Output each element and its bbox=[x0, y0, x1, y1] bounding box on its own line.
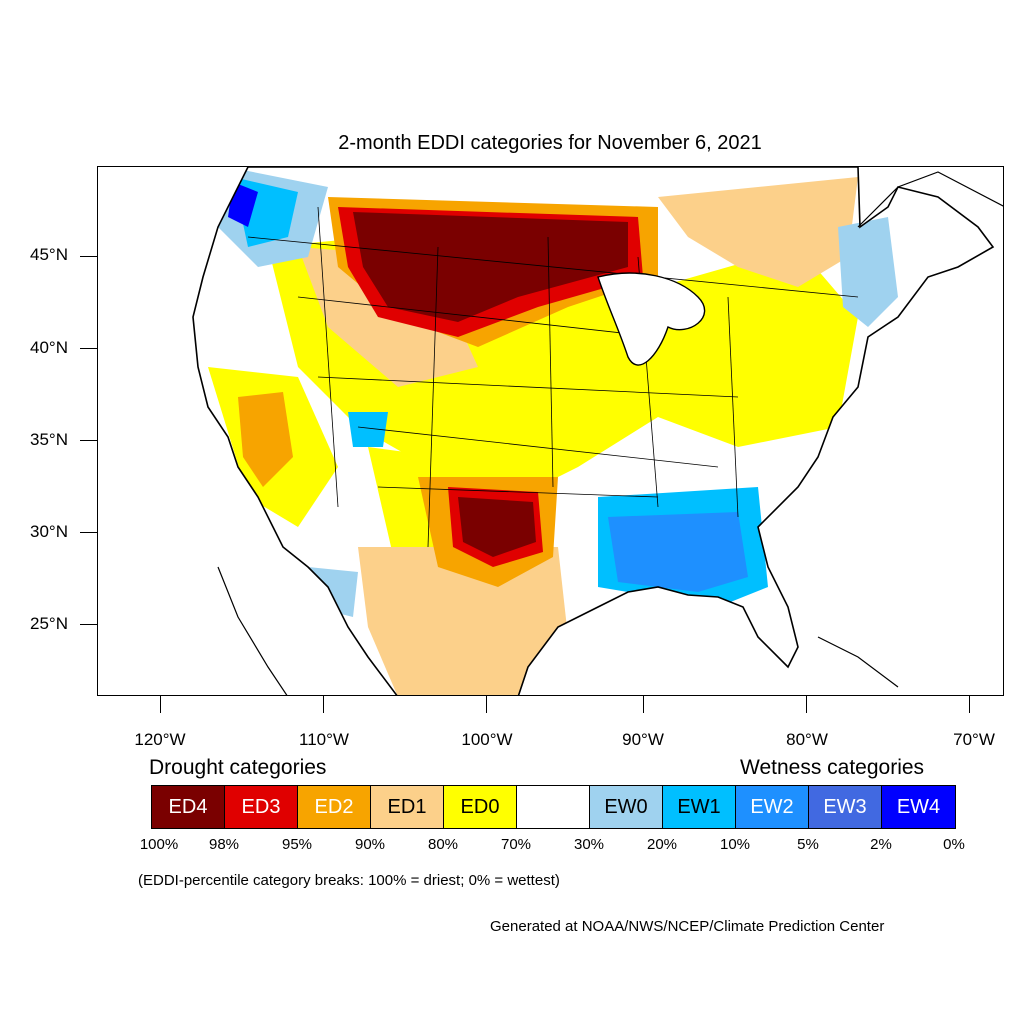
percent-break-label: 100% bbox=[139, 836, 179, 853]
lon-tick bbox=[806, 696, 807, 713]
wetness-legend-title: Wetness categories bbox=[740, 756, 925, 779]
legend-note: (EDDI-percentile category breaks: 100% =… bbox=[138, 872, 560, 889]
lon-tick bbox=[643, 696, 644, 713]
region-ew1-utah bbox=[348, 412, 388, 447]
percent-break-label: 90% bbox=[354, 836, 386, 853]
lat-label-30: 30°N bbox=[30, 522, 68, 541]
lat-tick bbox=[80, 440, 97, 441]
percent-break-label: 70% bbox=[500, 836, 532, 853]
lon-tick bbox=[160, 696, 161, 713]
percent-break-label: 95% bbox=[281, 836, 313, 853]
lon-tick bbox=[486, 696, 487, 713]
lat-label-40: 40°N bbox=[30, 338, 68, 357]
region-ew0-northeast bbox=[838, 217, 898, 327]
percent-break-label: 5% bbox=[797, 836, 819, 853]
region-ed1-texas bbox=[358, 547, 568, 695]
lon-label-110: 110°W bbox=[299, 730, 349, 749]
percent-break-label: 98% bbox=[208, 836, 240, 853]
legend-cell-ed2: ED2 bbox=[298, 786, 371, 828]
region-ew2-southeast bbox=[608, 512, 748, 592]
percent-break-label: 2% bbox=[870, 836, 892, 853]
lon-label-80: 80°W bbox=[786, 730, 828, 749]
region-ed2-california bbox=[238, 392, 293, 487]
lon-tick bbox=[969, 696, 970, 713]
drought-legend-title: Drought categories bbox=[149, 756, 327, 779]
lat-label-45: 45°N bbox=[30, 245, 68, 264]
lat-tick bbox=[80, 348, 97, 349]
legend-cell-ew0: EW0 bbox=[590, 786, 663, 828]
lat-label-25: 25°N bbox=[30, 614, 68, 633]
legend-cell-ew3: EW3 bbox=[809, 786, 882, 828]
lon-tick bbox=[323, 696, 324, 713]
lon-label-100: 100°W bbox=[461, 730, 513, 749]
region-ed1-northeast bbox=[658, 177, 858, 287]
percent-break-label: 30% bbox=[573, 836, 605, 853]
legend-cell-ed1: ED1 bbox=[371, 786, 444, 828]
percent-break-label: 10% bbox=[719, 836, 751, 853]
region-ed4-north bbox=[353, 212, 628, 322]
percent-break-label: 80% bbox=[427, 836, 459, 853]
category-legend-bar: ED4 ED3 ED2 ED1 ED0 EW0 EW1 EW2 EW3 EW4 bbox=[151, 785, 956, 829]
legend-cell-ed3: ED3 bbox=[225, 786, 298, 828]
lat-tick bbox=[80, 532, 97, 533]
lon-label-120: 120°W bbox=[134, 730, 186, 749]
lon-label-70: 70°W bbox=[953, 730, 995, 749]
lat-label-35: 35°N bbox=[30, 430, 68, 449]
legend-cell-neutral bbox=[517, 786, 590, 828]
credit-line: Generated at NOAA/NWS/NCEP/Climate Predi… bbox=[490, 918, 885, 935]
percent-break-label: 0% bbox=[943, 836, 965, 853]
great-lakes bbox=[597, 272, 706, 366]
legend-cell-ew4: EW4 bbox=[882, 786, 955, 828]
legend-cell-ed4: ED4 bbox=[152, 786, 225, 828]
lon-label-90: 90°W bbox=[622, 730, 664, 749]
map-panel bbox=[97, 166, 1004, 696]
map-title: 2-month EDDI categories for November 6, … bbox=[338, 132, 762, 154]
legend-cell-ew2: EW2 bbox=[736, 786, 809, 828]
percent-break-label: 20% bbox=[646, 836, 678, 853]
eddi-map bbox=[192, 167, 1003, 695]
region-ed4-texas bbox=[458, 497, 536, 557]
legend-cell-ew1: EW1 bbox=[663, 786, 736, 828]
lat-tick bbox=[80, 624, 97, 625]
legend-cell-ed0: ED0 bbox=[444, 786, 517, 828]
lat-tick bbox=[80, 256, 97, 257]
